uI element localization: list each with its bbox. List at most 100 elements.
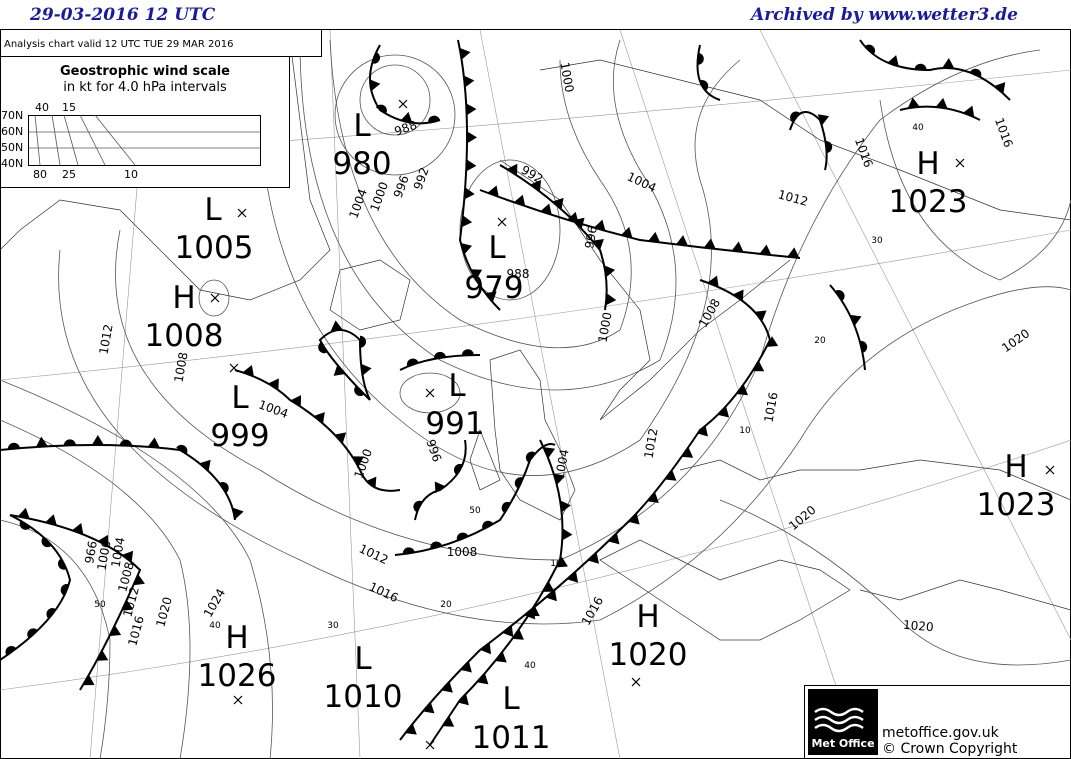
cold-symbol	[467, 131, 478, 144]
front-cold	[9, 514, 142, 691]
cold-symbol	[442, 716, 455, 727]
cold-symbol	[681, 447, 694, 458]
cold-symbol	[752, 360, 765, 372]
warm-symbol	[372, 51, 381, 64]
wind-label: 40	[912, 123, 924, 133]
wind-label: 50	[469, 506, 481, 516]
cold-symbol	[96, 650, 109, 661]
cold-symbol	[587, 552, 599, 564]
wind-label: 30	[327, 621, 339, 631]
scale-bottom-label: 25	[62, 168, 76, 181]
cold-symbol	[787, 247, 800, 258]
center-mark	[955, 158, 965, 168]
warm-symbol	[359, 335, 367, 348]
front-cold	[499, 164, 608, 311]
cold-symbol	[817, 114, 830, 126]
warm-symbol	[428, 115, 440, 124]
latitude-label: 70N	[1, 109, 23, 122]
cold-symbol	[545, 589, 557, 602]
center-pressure: 1026	[198, 658, 277, 694]
warm-symbol	[413, 500, 423, 513]
cold-symbol	[605, 293, 617, 306]
cold-symbol	[352, 456, 364, 467]
center-mark	[631, 677, 641, 687]
cold-symbol	[495, 651, 507, 663]
warm-symbol	[46, 608, 57, 619]
center-mark	[497, 217, 507, 227]
center-pressure: 980	[332, 146, 391, 182]
warm-symbol	[525, 451, 536, 463]
cold-symbol	[530, 179, 542, 192]
cold-symbol	[562, 528, 573, 541]
center-mark	[398, 99, 408, 109]
front-occ	[859, 39, 1011, 101]
front-cold	[479, 189, 801, 259]
isobar-label: 1020	[903, 618, 935, 635]
cold-symbol	[268, 378, 279, 390]
cold-symbol	[45, 514, 57, 526]
warm-symbol	[456, 532, 469, 541]
center-pressure: 1023	[889, 184, 968, 220]
warm-symbol	[461, 349, 474, 356]
wind-label: 20	[440, 600, 452, 610]
cold-symbol	[703, 238, 716, 250]
cold-symbol	[441, 681, 453, 693]
warm-symbol	[7, 442, 20, 450]
cold-symbol	[664, 469, 677, 481]
cold-symbol	[512, 629, 524, 640]
cold-symbol	[528, 605, 540, 617]
cold-symbol	[72, 523, 84, 535]
cold-symbol	[485, 291, 497, 303]
center-pressure: 1023	[977, 487, 1056, 523]
warm-symbol	[434, 351, 446, 359]
chart-date: 29-03-2016 12 UTC	[29, 5, 216, 25]
cold-symbol	[466, 103, 477, 116]
warm-symbol	[859, 340, 868, 353]
cold-symbol	[109, 625, 122, 636]
isobar-label: 1000	[596, 311, 615, 344]
center-mark	[210, 293, 220, 303]
cold-symbol	[736, 384, 748, 396]
warm-symbol	[60, 584, 69, 596]
center-type: L	[231, 380, 249, 416]
warm-symbol	[514, 477, 524, 489]
center-type: L	[448, 368, 466, 404]
cold-symbol	[759, 244, 772, 256]
cold-symbol	[648, 231, 661, 243]
warm-symbol	[501, 501, 511, 514]
warm-symbol	[27, 628, 38, 639]
copyright: © Crown Copyright	[882, 741, 1018, 757]
scale-top-label: 15	[62, 101, 76, 114]
center-mark	[425, 388, 435, 398]
cold-symbol	[334, 432, 347, 444]
cold-symbol	[994, 82, 1006, 94]
center-type: L	[488, 230, 506, 266]
center-pressure: 979	[464, 270, 523, 306]
isobar-label: 1000	[95, 539, 114, 572]
isobars	[0, 39, 1071, 759]
cold-symbol	[942, 58, 955, 69]
front-occ	[829, 284, 866, 371]
center-type: L	[204, 192, 222, 228]
cold-symbol	[707, 275, 719, 288]
cold-symbol	[620, 226, 633, 239]
wind-label: 40	[209, 621, 221, 631]
wind-label: 20	[814, 336, 826, 346]
warm-symbol	[41, 536, 52, 548]
cold-symbol	[849, 314, 862, 326]
cold-symbol	[333, 364, 346, 376]
warm-symbol	[482, 520, 494, 530]
cold-symbol	[935, 97, 948, 109]
cold-symbol	[540, 203, 552, 215]
isobar-label: 1012	[642, 427, 661, 460]
center-pressure: 1008	[145, 318, 224, 354]
center-type: L	[353, 108, 371, 144]
cold-symbol	[400, 112, 413, 124]
cold-symbol	[566, 571, 579, 583]
cold-symbol	[502, 625, 514, 638]
wind-label: 10	[739, 426, 751, 436]
center-pressure: 991	[425, 406, 484, 442]
cold-symbol	[360, 363, 372, 376]
cold-symbol	[592, 238, 604, 250]
cold-symbol	[330, 320, 343, 331]
